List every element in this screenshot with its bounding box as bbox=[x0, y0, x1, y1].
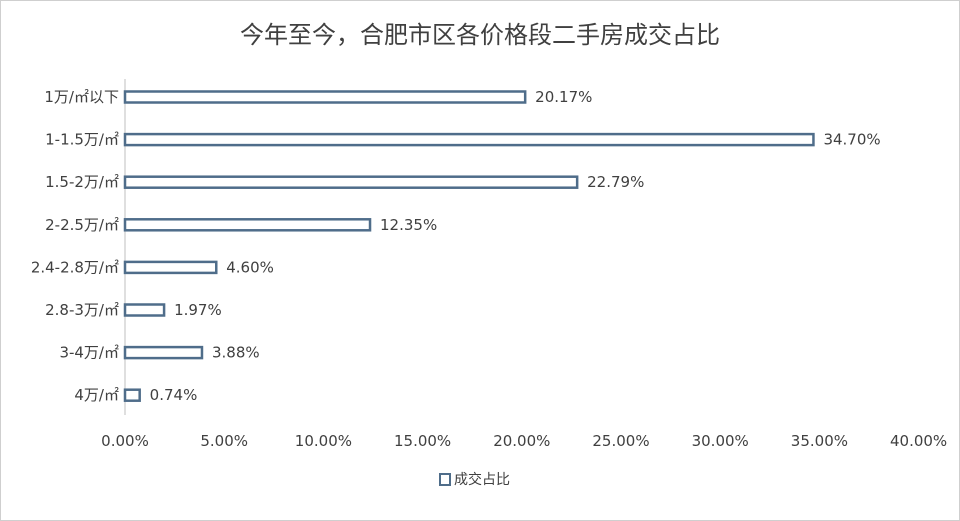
bar bbox=[123, 90, 527, 104]
category-labels: 1万/㎡以下 1-1.5万/㎡ 1.5-2万/㎡ 2-2.5万/㎡ 2.4-2.8万/㎡… bbox=[31, 88, 119, 404]
data-label: 1.97% bbox=[174, 301, 222, 319]
bar bbox=[123, 260, 218, 275]
category-label: 2-2.5万/㎡ bbox=[45, 216, 119, 234]
category-label: 1.5-2万/㎡ bbox=[45, 173, 119, 191]
bar bbox=[123, 218, 372, 232]
bar bbox=[123, 132, 815, 147]
x-tick-label: 15.00% bbox=[394, 432, 451, 450]
x-tick-label: 10.00% bbox=[295, 432, 352, 450]
bars bbox=[123, 90, 815, 402]
bar bbox=[123, 175, 579, 189]
data-labels: 20.17% 34.70% 22.79% 12.35% 4.60% 1.97% 3.88% 0… bbox=[150, 88, 881, 404]
category-label: 3-4万/㎡ bbox=[59, 344, 119, 362]
x-tick-label: 5.00% bbox=[200, 432, 248, 450]
x-tick-label: 40.00% bbox=[890, 432, 947, 450]
data-label: 12.35% bbox=[380, 216, 437, 234]
data-label: 3.88% bbox=[212, 344, 260, 362]
data-label: 0.74% bbox=[150, 386, 198, 404]
category-label: 1万/㎡以下 bbox=[44, 88, 119, 106]
data-label: 34.70% bbox=[823, 131, 880, 149]
bar bbox=[123, 303, 166, 317]
legend-label: 成交占比 bbox=[454, 471, 510, 488]
data-label: 4.60% bbox=[226, 258, 274, 276]
x-tick-label: 25.00% bbox=[592, 432, 649, 450]
bar bbox=[123, 345, 204, 360]
x-tick-label: 30.00% bbox=[692, 432, 749, 450]
legend: 成交占比 bbox=[439, 471, 510, 488]
chart-title: 今年至今，合肥市区各价格段二手房成交占比 bbox=[240, 21, 720, 49]
x-tick-label: 20.00% bbox=[493, 432, 550, 450]
x-tick-label: 0.00% bbox=[101, 432, 149, 450]
category-label: 4万/㎡ bbox=[74, 386, 119, 404]
x-tick-label: 35.00% bbox=[791, 432, 848, 450]
category-label: 2.4-2.8万/㎡ bbox=[31, 258, 119, 276]
category-label: 1-1.5万/㎡ bbox=[45, 131, 119, 149]
data-label: 20.17% bbox=[535, 88, 592, 106]
legend-swatch bbox=[439, 473, 451, 486]
category-label: 2.8-3万/㎡ bbox=[45, 301, 119, 319]
x-tick-labels: 0.00% 5.00% 10.00% 15.00% 20.00% 25.00% 30.00%… bbox=[101, 432, 947, 450]
data-label: 22.79% bbox=[587, 173, 644, 191]
bar bbox=[123, 388, 141, 402]
